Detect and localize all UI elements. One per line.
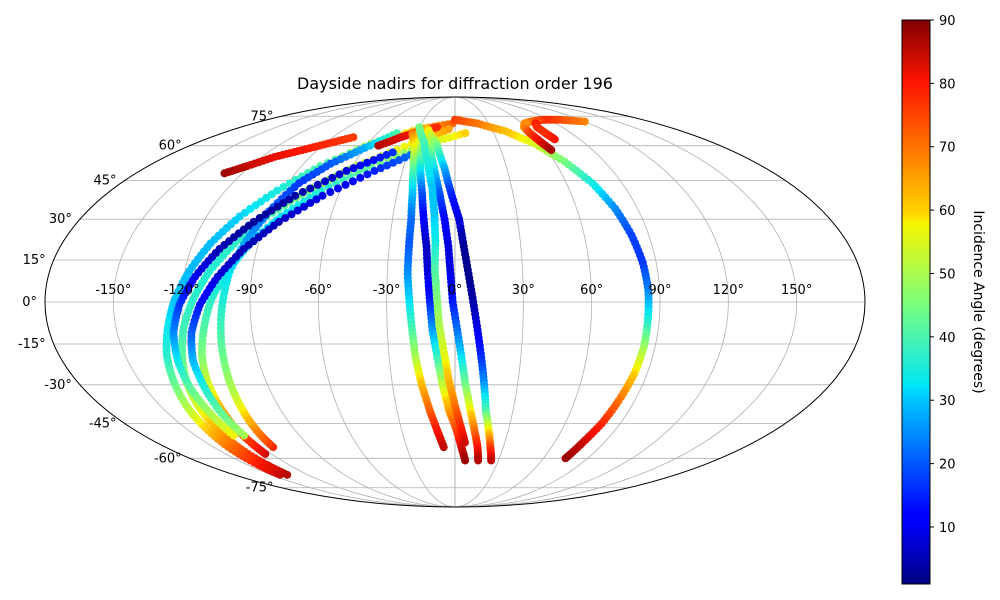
data-point: [318, 191, 327, 200]
colorbar-ticks: 10 20 30 40 50 60 70 80 90: [930, 14, 956, 536]
data-point: [461, 456, 470, 465]
longitude-tick-label: 60°: [580, 283, 603, 298]
data-point: [273, 202, 282, 211]
data-point: [444, 125, 453, 134]
colorbar-tick-label: 30: [939, 394, 956, 409]
longitude-tick-labels: -150° -120° -90° -60° -30° 0° 30° 60° 90° 120° 150…: [95, 283, 812, 298]
latitude-tick-label: -30°: [44, 378, 72, 393]
colorbar-tick-label: 10: [939, 521, 956, 536]
latitude-tick-label: 0°: [22, 295, 37, 310]
data-point: [285, 195, 294, 204]
data-point: [400, 142, 409, 151]
data-point: [291, 191, 300, 200]
data-point: [335, 170, 344, 179]
data-point: [293, 206, 302, 215]
data-point: [487, 456, 496, 465]
data-point: [388, 148, 397, 157]
chart-title: Dayside nadirs for diffraction order 196: [297, 74, 613, 93]
data-point: [306, 184, 315, 193]
latitude-tick-label: -75°: [246, 481, 274, 496]
scatter-points: [162, 115, 653, 479]
data-point: [312, 195, 321, 204]
data-point: [363, 170, 372, 179]
data-point: [349, 133, 358, 142]
data-point: [349, 164, 358, 173]
data-point: [474, 456, 483, 465]
data-point: [267, 206, 276, 215]
longitude-tick-label: 0°: [448, 283, 463, 298]
latitude-tick-label: 30°: [49, 212, 72, 227]
data-point: [382, 150, 391, 159]
data-point: [439, 443, 448, 452]
colorbar-tick-label: 90: [939, 14, 956, 29]
data-point: [300, 202, 309, 211]
data-point: [273, 186, 282, 195]
longitude-tick-label: -30°: [373, 283, 401, 298]
latitude-tick-label: -15°: [18, 337, 46, 352]
colorbar: [901, 19, 931, 585]
data-point: [356, 161, 365, 170]
data-point: [433, 123, 442, 132]
data-point: [370, 166, 379, 175]
data-point: [261, 210, 270, 219]
data-point: [376, 153, 385, 162]
data-point: [389, 158, 398, 167]
data-point: [461, 129, 470, 138]
data-point: [279, 183, 288, 192]
data-point: [342, 166, 351, 175]
latitude-tick-label: 45°: [94, 174, 117, 189]
data-point: [369, 156, 378, 165]
longitude-tick-label: -120°: [164, 283, 200, 298]
data-point: [341, 180, 350, 189]
data-point: [547, 146, 556, 155]
data-point: [249, 217, 258, 226]
data-point: [363, 158, 372, 167]
colorbar-tick-label: 50: [939, 267, 956, 282]
colorbar-tick-label: 60: [939, 204, 956, 219]
longitude-tick-label: 30°: [512, 283, 535, 298]
data-point: [313, 180, 322, 189]
data-point: [279, 199, 288, 208]
longitude-tick-label: -60°: [304, 283, 332, 298]
data-point: [550, 135, 559, 144]
latitude-tick-label: -45°: [89, 416, 117, 431]
map-boundary: [44, 96, 866, 508]
colorbar-tick-label: 70: [939, 141, 956, 156]
data-point: [274, 217, 283, 226]
data-point: [348, 177, 357, 186]
colorbar-label: Incidence Angle (degrees): [970, 210, 986, 393]
latitude-tick-labels: 75° 60° 45° 30° 15° 0° -15° -30° -45° -60° -75°: [18, 109, 274, 495]
data-point: [287, 210, 296, 219]
data-point: [298, 188, 307, 197]
colorbar-tick-label: 80: [939, 77, 956, 92]
latitude-tick-label: 75°: [250, 109, 273, 124]
data-point: [356, 173, 365, 182]
longitude-tick-label: -150°: [95, 283, 131, 298]
longitude-tick-label: 90°: [648, 283, 671, 298]
data-point: [326, 188, 335, 197]
data-point: [321, 177, 330, 186]
data-point: [383, 161, 392, 170]
data-point: [561, 454, 570, 463]
longitude-tick-label: 150°: [781, 283, 812, 298]
data-point: [255, 214, 264, 223]
longitude-tick-label: 120°: [713, 283, 744, 298]
data-point: [376, 164, 385, 173]
latitude-tick-label: 60°: [159, 139, 182, 154]
latitude-tick-label: 15°: [23, 253, 46, 268]
data-point: [306, 199, 315, 208]
colorbar-tick-label: 40: [939, 331, 956, 346]
data-point: [460, 438, 469, 447]
colorbar-tick-label: 20: [939, 458, 956, 473]
latitude-tick-label: -60°: [154, 451, 182, 466]
data-point: [328, 173, 337, 182]
longitude-tick-label: -90°: [236, 283, 264, 298]
data-point: [333, 184, 342, 193]
data-point: [281, 214, 290, 223]
